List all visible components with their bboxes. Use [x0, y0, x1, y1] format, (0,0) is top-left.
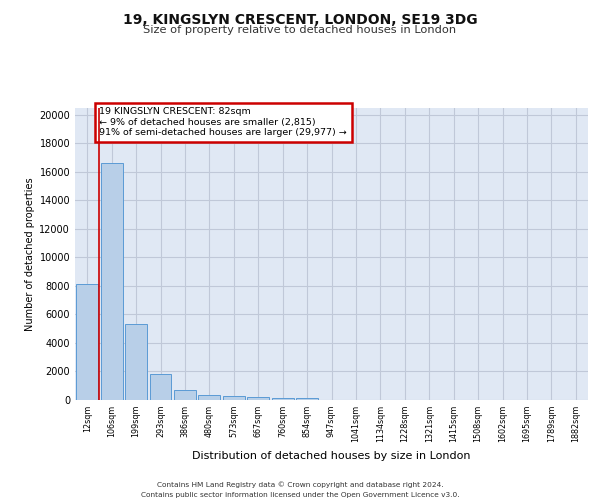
Bar: [199, 395, 220, 400]
Bar: [76, 284, 98, 400]
Bar: [223, 396, 245, 400]
Bar: [174, 390, 196, 400]
Bar: [247, 397, 269, 400]
Text: Contains HM Land Registry data © Crown copyright and database right 2024.
Contai: Contains HM Land Registry data © Crown c…: [140, 482, 460, 498]
Bar: [149, 374, 172, 400]
Y-axis label: Number of detached properties: Number of detached properties: [25, 177, 35, 330]
Bar: [296, 398, 318, 400]
Text: Size of property relative to detached houses in London: Size of property relative to detached ho…: [143, 25, 457, 35]
Text: 19, KINGSLYN CRESCENT, LONDON, SE19 3DG: 19, KINGSLYN CRESCENT, LONDON, SE19 3DG: [122, 12, 478, 26]
X-axis label: Distribution of detached houses by size in London: Distribution of detached houses by size …: [192, 450, 471, 460]
Text: 19 KINGSLYN CRESCENT: 82sqm
← 9% of detached houses are smaller (2,815)
91% of s: 19 KINGSLYN CRESCENT: 82sqm ← 9% of deta…: [100, 108, 347, 138]
Bar: [101, 163, 122, 400]
Bar: [272, 398, 293, 400]
Bar: [125, 324, 147, 400]
